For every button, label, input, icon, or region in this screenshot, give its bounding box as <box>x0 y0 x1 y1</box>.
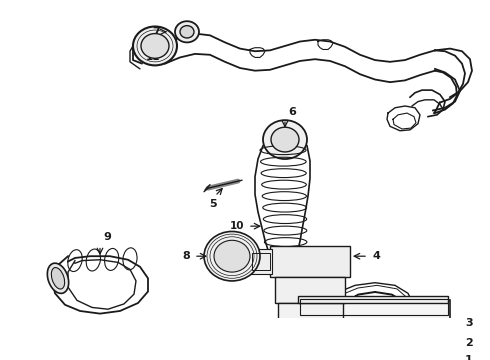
Circle shape <box>175 21 199 42</box>
Circle shape <box>204 231 260 281</box>
Ellipse shape <box>51 267 65 289</box>
Text: 8: 8 <box>182 251 190 261</box>
Circle shape <box>141 33 169 58</box>
Bar <box>300 298 448 315</box>
Text: 9: 9 <box>103 232 111 242</box>
Circle shape <box>271 127 299 152</box>
Text: 11: 11 <box>146 51 160 62</box>
Text: 2: 2 <box>465 338 473 348</box>
Circle shape <box>214 240 250 272</box>
Bar <box>252 253 270 270</box>
Bar <box>295 300 450 354</box>
Circle shape <box>133 27 177 66</box>
Circle shape <box>263 120 307 159</box>
Bar <box>298 354 448 360</box>
Text: 6: 6 <box>288 108 296 117</box>
Text: 3: 3 <box>465 318 473 328</box>
Circle shape <box>180 26 194 38</box>
Bar <box>298 296 448 303</box>
Bar <box>250 249 272 274</box>
Circle shape <box>425 336 435 345</box>
Text: 4: 4 <box>372 251 380 261</box>
Text: 5: 5 <box>209 199 217 209</box>
Bar <box>305 336 415 349</box>
Bar <box>275 276 345 303</box>
Ellipse shape <box>48 263 69 293</box>
Text: 1: 1 <box>465 355 473 360</box>
Bar <box>270 246 350 276</box>
Text: 7: 7 <box>152 27 160 37</box>
Text: 10: 10 <box>229 221 244 231</box>
Bar <box>278 303 343 323</box>
